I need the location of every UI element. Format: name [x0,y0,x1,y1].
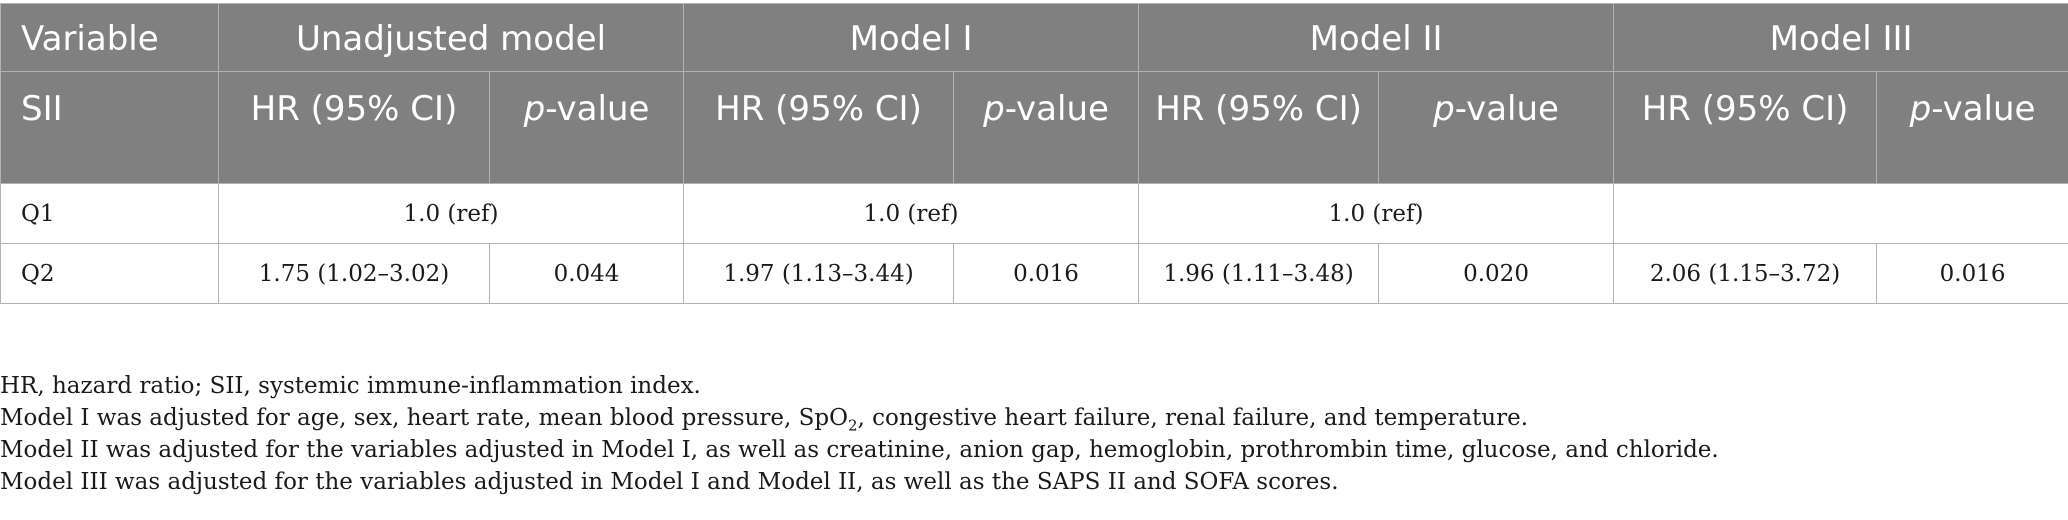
header-p-model-1: p-value [953,71,1140,184]
header-p-model-3: p-value [1876,71,2068,184]
header-hr-model-2: HR (95% CI) [1138,71,1380,184]
cell-q1-unadjusted: 1.0 (ref) [217,183,685,244]
header-row-metrics: SII HR (95% CI) p-value HR (95% CI) p-va… [0,71,2068,184]
p-italic: p [523,89,546,129]
header-hr-model-1: HR (95% CI) [683,71,955,184]
cell-q2-model-3-hr: 2.06 (1.15–3.72) [1613,243,1878,304]
footnote-model-1-text-end: , congestive heart failure, renal failur… [857,405,1529,431]
p-italic: p [1909,89,1932,129]
header-row-models: Variable Unadjusted model Model I Model … [0,3,2068,72]
row-label-q2: Q2 [0,243,219,304]
cell-q1-model-2: 1.0 (ref) [1138,183,1615,244]
header-p-unadjusted: p-value [488,71,685,184]
p-italic: p [1433,89,1455,129]
p-italic: p [983,89,1005,129]
p-suffix: -value [1454,89,1559,129]
cell-q2-model-3-p: 0.016 [1876,243,2068,304]
header-hr-unadjusted: HR (95% CI) [218,71,490,184]
p-suffix: -value [545,89,650,129]
p-suffix: -value [1004,89,1109,129]
footnote-model-3: Model III was adjusted for the variables… [0,469,1339,495]
cell-q2-model-1-p: 0.016 [953,243,1140,304]
cell-q1-model-1: 1.0 (ref) [683,183,1140,244]
cell-q2-model-2-hr: 1.96 (1.11–3.48) [1138,243,1380,304]
header-model-3: Model III [1613,3,2068,72]
cell-q2-model-1-hr: 1.97 (1.13–3.44) [683,243,955,304]
footnote-model-2: Model II was adjusted for the variables … [0,437,1719,463]
cell-q2-unadjusted-hr: 1.75 (1.02–3.02) [218,243,490,304]
table-footnotes: HR, hazard ratio; SII, systemic immune-i… [0,370,2060,498]
cell-q2-model-2-p: 0.020 [1378,243,1615,304]
table-row: Q2 1.75 (1.02–3.02) 0.044 1.97 (1.13–3.4… [0,243,2068,304]
cell-q2-unadjusted-p: 0.044 [488,243,685,304]
footnote-model-1-text: Model I was adjusted for age, sex, heart… [0,405,848,431]
results-table-container: Variable Unadjusted model Model I Model … [0,3,2068,304]
hazard-ratio-table: Variable Unadjusted model Model I Model … [0,3,2068,304]
header-model-1: Model I [683,3,1140,72]
p-suffix: -value [1931,89,2036,129]
header-p-model-2: p-value [1378,71,1615,184]
header-hr-model-3: HR (95% CI) [1613,71,1878,184]
row-label-q1: Q1 [0,183,219,244]
footnote-abbreviations: HR, hazard ratio; SII, systemic immune-i… [0,373,701,399]
header-sii: SII [0,71,219,184]
cell-q1-model-3 [1613,183,2068,244]
header-unadjusted-model: Unadjusted model [217,3,685,72]
footnote-model-1: Model I was adjusted for age, sex, heart… [0,402,2060,434]
header-model-2: Model II [1138,3,1615,72]
header-variable: Variable [0,3,219,72]
footnote-model-1-subscript: 2 [847,416,858,435]
table-row: Q1 1.0 (ref) 1.0 (ref) 1.0 (ref) [0,183,2068,244]
